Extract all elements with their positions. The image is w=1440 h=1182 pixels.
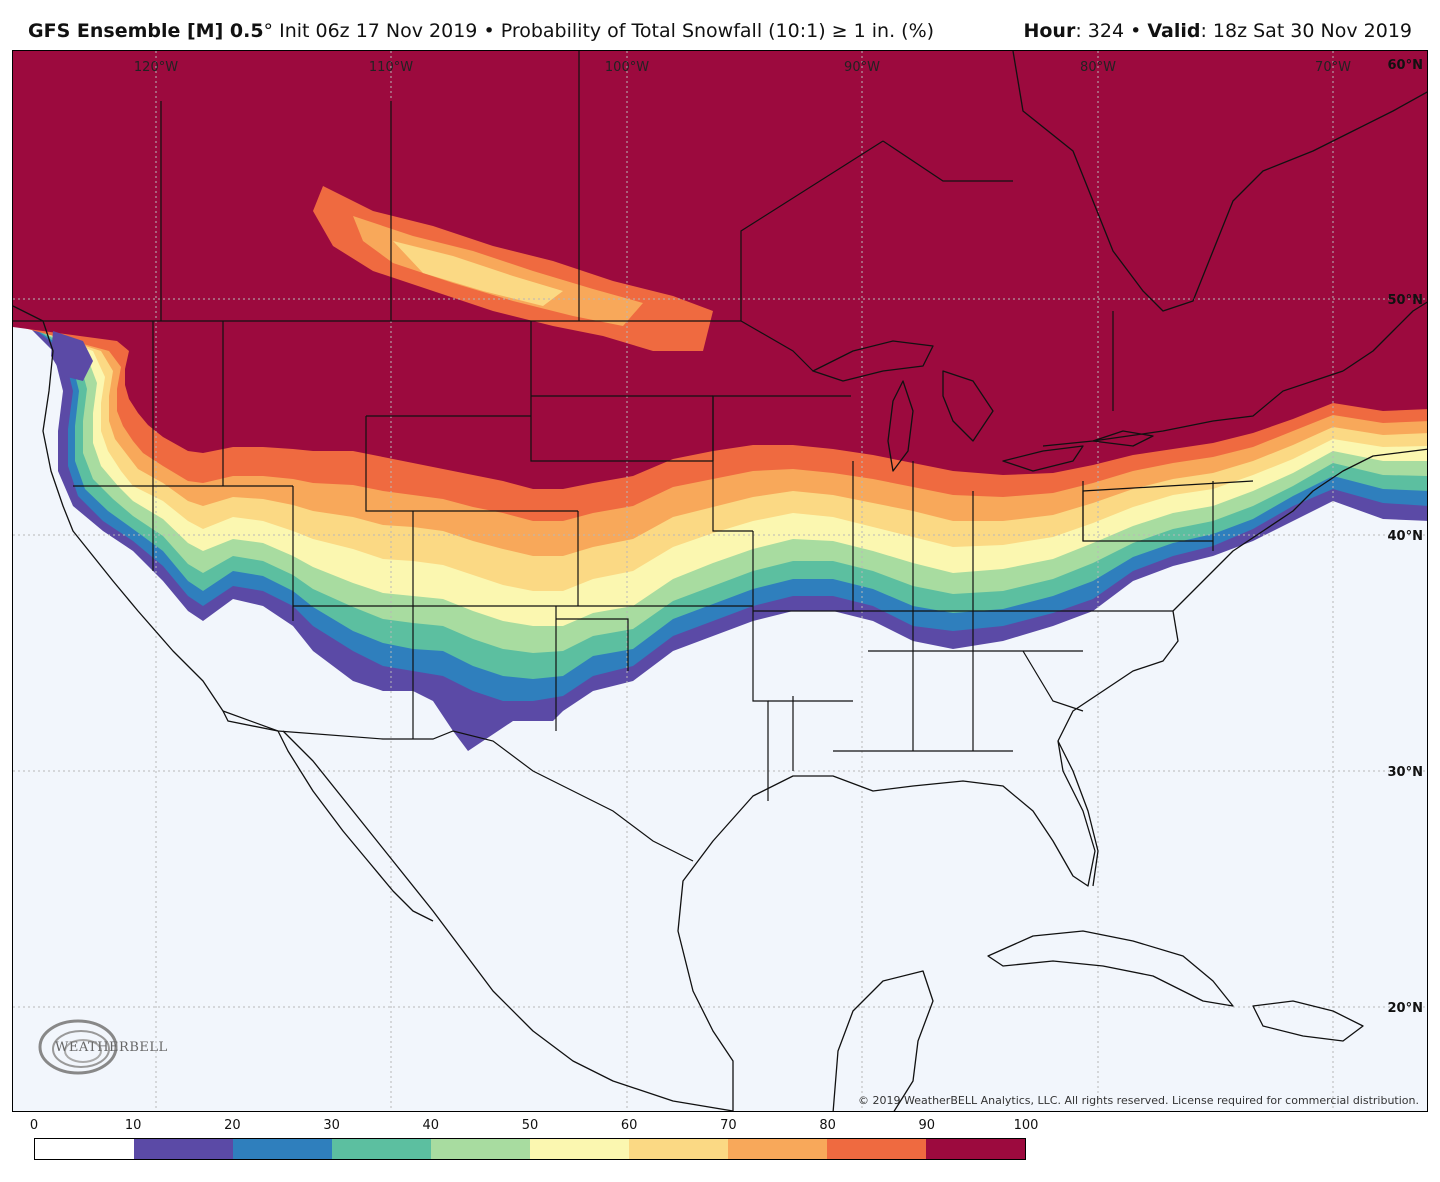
swirl-logo-icon: [38, 1019, 118, 1075]
legend-swatch: [827, 1139, 926, 1159]
legend-tick: 100: [1013, 1118, 1039, 1133]
us-mexico-border: [222, 710, 694, 862]
prob-band-90: [13, 51, 1427, 489]
lon-label: 110°W: [369, 60, 413, 75]
map-panel: 120°W 110°W 100°W 90°W 80°W 70°W 60°N 50…: [12, 50, 1428, 1112]
prob-pocket-prairies-core: [393, 241, 563, 306]
yucatan-coast: [832, 970, 934, 1111]
lake-ontario: [1092, 430, 1154, 447]
lon-label: 100°W: [605, 60, 649, 75]
prob-pocket-puget: [51, 331, 93, 381]
model-name: GFS Ensemble [M] 0.5: [28, 20, 264, 42]
lon-label: 120°W: [134, 60, 178, 75]
longitude-labels: 120°W 110°W 100°W 90°W 80°W 70°W: [134, 60, 1351, 75]
coastlines: [13, 51, 1427, 1111]
legend-color-bar: [34, 1138, 1026, 1160]
legend-swatch: [728, 1139, 827, 1159]
lat-label: 60°N: [1388, 58, 1423, 73]
lat-label: 50°N: [1388, 293, 1423, 308]
legend-swatch: [926, 1139, 1025, 1159]
separator: •: [1130, 20, 1142, 42]
lake-michigan: [887, 380, 914, 472]
gulf-coast: [677, 448, 1427, 1111]
florida-coast: [1057, 740, 1099, 887]
us-canada-border: [13, 320, 1344, 447]
lon-label: 90°W: [844, 60, 880, 75]
lake-huron: [942, 370, 994, 442]
valid-label: Valid: [1147, 20, 1201, 42]
legend-tick: 80: [819, 1118, 836, 1133]
legend-swatch: [332, 1139, 431, 1159]
cuba-coast: [987, 930, 1234, 1007]
separator: •: [483, 20, 495, 42]
valid-value: : 18z Sat 30 Nov 2019: [1200, 20, 1412, 42]
legend-tick-labels: 0 10 20 30 40 50 60 70 80 90 100: [30, 1118, 1039, 1136]
copyright-notice: © 2019 WeatherBELL Analytics, LLC. All r…: [858, 1094, 1419, 1107]
degree-symbol: °: [263, 20, 274, 42]
lat-label: 40°N: [1388, 529, 1423, 544]
logo-text: WEATHERBELL: [55, 1040, 168, 1055]
canada-east-coast: [1342, 301, 1427, 372]
lake-superior: [812, 340, 934, 382]
legend-tick: 50: [521, 1118, 539, 1133]
hispaniola-coast: [1252, 1000, 1364, 1042]
lon-label: 80°W: [1080, 60, 1116, 75]
legend-swatch: [134, 1139, 233, 1159]
legend-tick: 60: [620, 1118, 638, 1133]
legend-tick: 90: [918, 1118, 936, 1133]
legend-swatch: [629, 1139, 728, 1159]
legend-swatch: [530, 1139, 629, 1159]
political-borders: [13, 51, 1344, 862]
snowfall-probability-map: 120°W 110°W 100°W 90°W 80°W 70°W 60°N 50…: [13, 51, 1427, 1111]
product-name: Probability of Total Snowfall (10:1) ≥ 1…: [500, 20, 935, 42]
legend-tick: 20: [224, 1118, 241, 1133]
valid-info: Hour: 324 • Valid: 18z Sat 30 Nov 2019: [1023, 20, 1412, 42]
lat-label: 20°N: [1388, 1001, 1423, 1016]
legend-tick: 70: [720, 1118, 737, 1133]
lake-erie: [1002, 445, 1084, 472]
graticule: [13, 51, 1427, 1111]
legend-tick: 10: [124, 1118, 142, 1133]
latitude-labels: 60°N 50°N 40°N 30°N 20°N: [1388, 58, 1423, 1016]
legend-swatch: [233, 1139, 332, 1159]
mexico-west-coast: [282, 730, 734, 1111]
map-title: GFS Ensemble [M] 0.5° Init 06z 17 Nov 20…: [28, 20, 934, 42]
map-header: GFS Ensemble [M] 0.5° Init 06z 17 Nov 20…: [0, 0, 1440, 48]
hour-label: Hour: [1023, 20, 1076, 42]
legend-swatch: [431, 1139, 530, 1159]
legend-tick: 30: [323, 1118, 340, 1133]
legend-tick: 0: [29, 1118, 39, 1133]
legend-swatch: [35, 1139, 134, 1159]
hudson-bay: [1012, 51, 1427, 312]
hour-value: : 324: [1075, 20, 1125, 42]
us-west-coast: [13, 305, 434, 922]
weatherbell-logo: WEATHERBELL: [33, 1015, 167, 1085]
legend-tick: 40: [422, 1118, 440, 1133]
lon-label: 70°W: [1315, 60, 1351, 75]
init-time: Init 06z 17 Nov 2019: [279, 20, 478, 42]
color-legend: 0 10 20 30 40 50 60 70 80 90 100: [30, 1118, 1039, 1162]
lat-label: 30°N: [1388, 765, 1423, 780]
